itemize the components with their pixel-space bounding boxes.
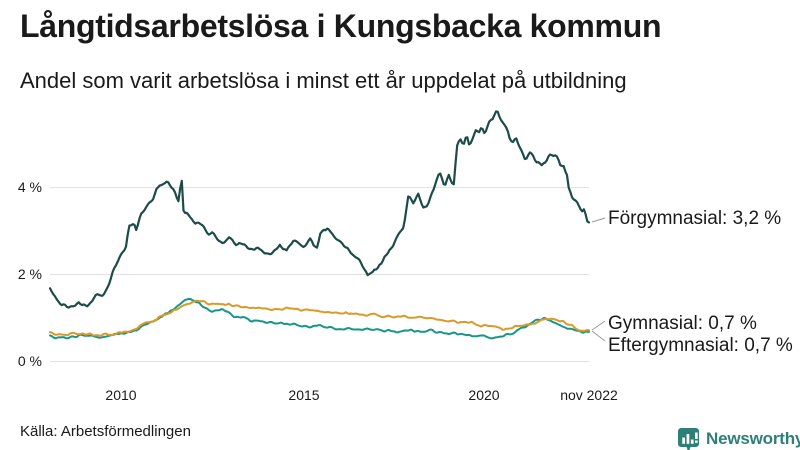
svg-text:0 %: 0 %: [18, 353, 42, 369]
svg-text:2020: 2020: [468, 387, 499, 403]
svg-text:Förgymnasial: 3,2 %: Förgymnasial: 3,2 %: [608, 208, 781, 229]
svg-text:2 %: 2 %: [18, 266, 42, 282]
svg-text:2010: 2010: [105, 387, 136, 403]
svg-text:2015: 2015: [288, 387, 319, 403]
svg-text:nov 2022: nov 2022: [560, 387, 618, 403]
svg-text:Eftergymnasial: 0,7 %: Eftergymnasial: 0,7 %: [608, 335, 793, 356]
svg-text:4 %: 4 %: [18, 179, 42, 195]
svg-text:Newsworthy: Newsworthy: [706, 429, 800, 448]
svg-text:Gymnasial: 0,7 %: Gymnasial: 0,7 %: [608, 313, 757, 334]
